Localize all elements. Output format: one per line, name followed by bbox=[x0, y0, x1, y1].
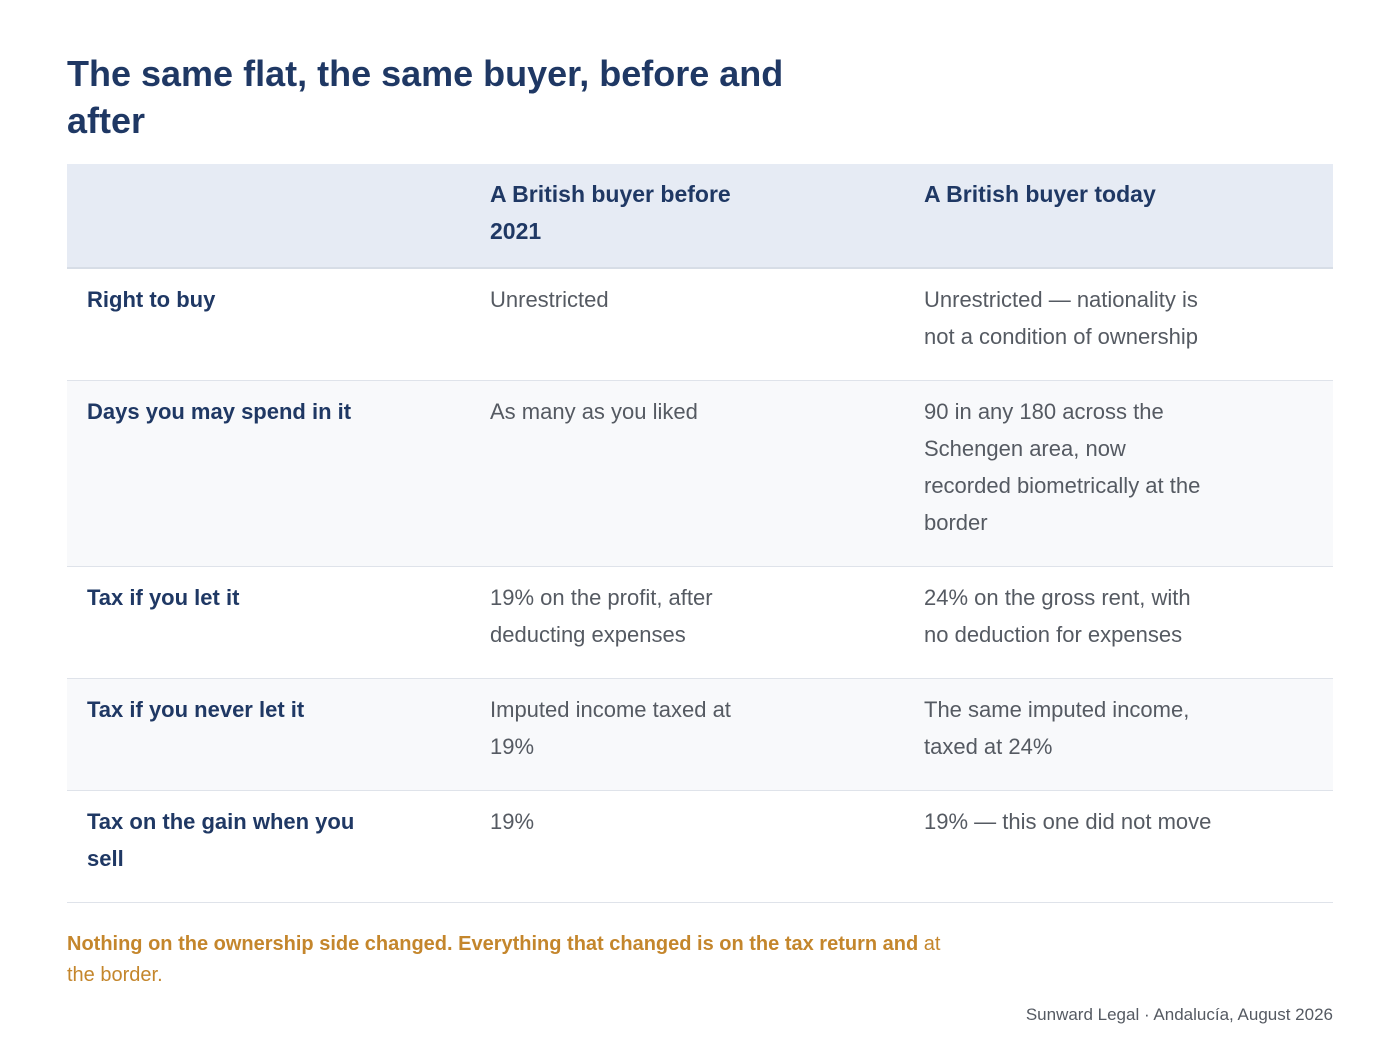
row-label: Right to buy bbox=[87, 287, 216, 312]
cell-before: Imputed income taxed at 19% bbox=[490, 697, 731, 759]
header-before-2021: A British buyer before 2021 bbox=[470, 164, 904, 269]
row-label: Tax on the gain when you sell bbox=[87, 809, 355, 871]
row-label: Tax if you let it bbox=[87, 585, 240, 610]
cell-before: As many as you liked bbox=[490, 399, 698, 424]
header-label-cell bbox=[67, 164, 470, 269]
header-today: A British buyer today bbox=[904, 164, 1333, 269]
cell-today: 90 in any 180 across the Schengen area, … bbox=[924, 399, 1201, 535]
table-row: Days you may spend in it As many as you … bbox=[67, 380, 1333, 567]
summary-note-rest: at the border. bbox=[67, 933, 941, 986]
cell-today: The same imputed income, taxed at 24% bbox=[924, 697, 1190, 759]
table-row: Tax if you let it 19% on the profit, aft… bbox=[67, 567, 1333, 679]
page: The same flat, the same buyer, before an… bbox=[67, 50, 1333, 991]
cell-today: Unrestricted — nationality is not a cond… bbox=[924, 287, 1198, 349]
cell-today: 19% — this one did not move bbox=[924, 809, 1212, 834]
cell-before: 19% on the profit, after deducting expen… bbox=[490, 585, 713, 647]
table-header-row: A British buyer before 2021 A British bu… bbox=[67, 164, 1333, 269]
row-label: Tax if you never let it bbox=[87, 697, 305, 722]
summary-note-lead: Nothing on the ownership side changed. E… bbox=[67, 933, 919, 955]
page-title: The same flat, the same buyer, before an… bbox=[67, 53, 784, 141]
cell-before: 19% bbox=[490, 809, 535, 834]
table-row: Tax if you never let it Imputed income t… bbox=[67, 678, 1333, 791]
table-row: Tax on the gain when you sell 19% 19% — … bbox=[67, 791, 1333, 903]
table-row: Right to buy Unrestricted Unrestricted —… bbox=[67, 268, 1333, 381]
cell-today: 24% on the gross rent, with no deduction… bbox=[924, 585, 1191, 647]
summary-note: Nothing on the ownership side changed. E… bbox=[67, 929, 967, 991]
footer-credit: Sunward Legal · Andalucía, August 2026 bbox=[1025, 1005, 1333, 1024]
row-label: Days you may spend in it bbox=[87, 399, 352, 424]
cell-before: Unrestricted bbox=[490, 287, 609, 312]
comparison-table: A British buyer before 2021 A British bu… bbox=[67, 164, 1333, 903]
